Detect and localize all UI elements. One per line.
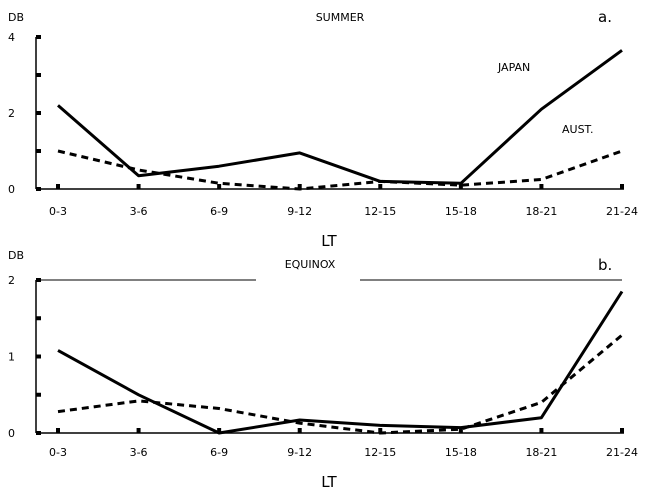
y-tick-mark xyxy=(36,111,41,115)
panel-letter: a. xyxy=(598,8,612,26)
panel-letter: b. xyxy=(598,256,612,274)
y-tick-mark xyxy=(36,278,41,282)
x-tick-label: 6-9 xyxy=(210,205,228,218)
x-tick-mark xyxy=(297,428,302,433)
y-tick-label: 4 xyxy=(8,31,15,44)
x-tick-label: 21-24 xyxy=(606,205,638,218)
y-tick-label: 1 xyxy=(8,351,15,364)
x-tick-label: 6-9 xyxy=(210,446,228,459)
series-label: AUST. xyxy=(562,123,593,136)
series-line-dashed xyxy=(57,149,623,191)
y-tick-mark xyxy=(36,187,41,191)
x-tick-label: 18-21 xyxy=(525,446,557,459)
x-tick-mark xyxy=(620,428,624,433)
chart-title: SUMMER xyxy=(316,11,365,24)
y-minor-tick-mark xyxy=(36,392,41,397)
x-tick-label: 3-6 xyxy=(130,446,148,459)
series-line-solid xyxy=(57,290,624,435)
y-axis-label: DB xyxy=(8,11,24,24)
x-tick-mark xyxy=(136,184,141,189)
x-tick-label: 15-18 xyxy=(445,205,477,218)
y-tick-label: 0 xyxy=(8,427,15,440)
y-minor-tick-mark xyxy=(36,73,41,77)
x-axis-label: LT xyxy=(321,473,337,491)
x-tick-mark xyxy=(378,184,383,189)
x-tick-mark xyxy=(56,428,60,433)
y-axis-label: DB xyxy=(8,249,24,262)
y-minor-tick-mark xyxy=(36,149,41,153)
x-tick-mark xyxy=(539,184,544,189)
x-tick-label: 0-3 xyxy=(49,446,67,459)
x-tick-label: 12-15 xyxy=(364,205,396,218)
y-tick-mark xyxy=(36,35,41,39)
x-tick-mark xyxy=(620,184,624,189)
x-tick-label: 12-15 xyxy=(364,446,396,459)
x-tick-label: 18-21 xyxy=(525,205,557,218)
y-tick-label: 0 xyxy=(8,183,15,196)
x-tick-label: 9-12 xyxy=(287,205,312,218)
x-tick-label: 9-12 xyxy=(287,446,312,459)
y-tick-label: 2 xyxy=(8,107,15,120)
x-tick-mark xyxy=(217,184,222,189)
x-tick-mark xyxy=(378,428,383,433)
x-tick-label: 15-18 xyxy=(445,446,477,459)
y-minor-tick-mark xyxy=(36,316,41,321)
x-tick-mark xyxy=(136,428,141,433)
x-tick-mark xyxy=(217,428,222,433)
x-axis-label: LT xyxy=(321,232,337,250)
y-tick-mark xyxy=(36,431,41,435)
y-tick-mark xyxy=(36,354,41,359)
x-tick-mark xyxy=(458,428,463,433)
y-tick-label: 2 xyxy=(8,274,15,287)
x-tick-mark xyxy=(56,184,60,189)
series-label: JAPAN xyxy=(497,61,530,74)
x-tick-label: 0-3 xyxy=(49,205,67,218)
x-tick-label: 21-24 xyxy=(606,446,638,459)
x-tick-label: 3-6 xyxy=(130,205,148,218)
series-line-solid xyxy=(57,49,623,185)
x-tick-mark xyxy=(458,184,463,189)
chart-title: EQUINOX xyxy=(285,258,336,271)
x-tick-mark xyxy=(539,428,544,433)
x-tick-mark xyxy=(297,184,302,189)
